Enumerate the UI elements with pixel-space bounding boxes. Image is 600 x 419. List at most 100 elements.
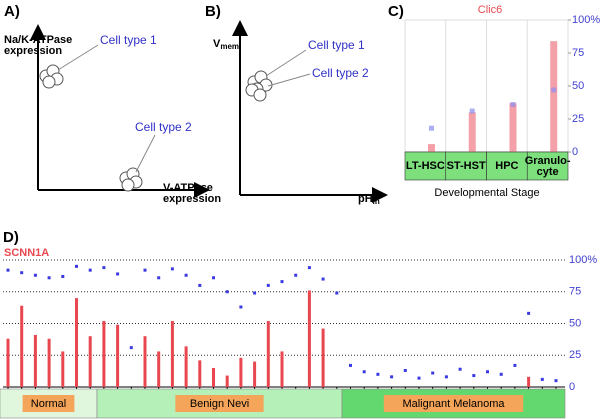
cell-blob xyxy=(39,64,143,192)
cell-label: Cell type 1 xyxy=(100,33,157,47)
x-label: Developmental Stage xyxy=(434,187,539,199)
marker xyxy=(510,101,516,107)
chart-title: Clic6 xyxy=(478,4,502,16)
y-label-base: V xyxy=(213,38,221,50)
marker xyxy=(212,276,215,280)
panel-label: A) xyxy=(4,3,20,20)
x-tick-label: LT-HSC xyxy=(406,160,445,172)
bar xyxy=(33,334,37,387)
y-label: Vmem xyxy=(213,38,239,51)
y-label: Na/K-ATPase expression xyxy=(4,34,72,57)
cell-blob xyxy=(245,70,273,102)
marker xyxy=(47,276,51,280)
marker xyxy=(61,275,65,279)
marker xyxy=(390,375,394,379)
bar xyxy=(157,351,161,387)
marker xyxy=(376,372,380,376)
marker xyxy=(321,277,325,281)
marker xyxy=(157,276,161,280)
bar xyxy=(550,41,558,153)
bar xyxy=(527,376,531,387)
marker xyxy=(116,272,120,276)
bar xyxy=(321,328,325,387)
marker xyxy=(294,273,298,277)
bar xyxy=(20,305,24,387)
chart-title: SCNN1A xyxy=(4,247,49,259)
marker xyxy=(513,363,517,367)
bar xyxy=(427,144,435,152)
y-tick-label: 50 xyxy=(572,80,584,92)
x-label-sub: in xyxy=(373,197,380,206)
marker xyxy=(551,87,557,93)
bar xyxy=(170,320,174,387)
marker xyxy=(129,346,133,350)
bar xyxy=(280,351,284,387)
marker xyxy=(417,376,421,380)
x-label-base: pH xyxy=(358,193,373,205)
marker xyxy=(335,291,339,295)
category-box xyxy=(526,151,569,181)
y-tick-label: 25 xyxy=(569,349,581,361)
y-label-sub: mem xyxy=(220,42,239,51)
marker xyxy=(170,267,174,271)
panel-label: D) xyxy=(3,229,19,246)
group-label: Normal xyxy=(31,398,66,410)
marker xyxy=(33,273,37,277)
marker xyxy=(499,372,503,376)
marker xyxy=(88,268,92,272)
pointer xyxy=(267,73,311,87)
x-tick-label: ST-HST xyxy=(447,160,486,172)
x-tick-label: Granulo-cyte xyxy=(525,155,571,178)
y-tick-label: 25 xyxy=(572,113,584,125)
marker xyxy=(554,379,558,383)
marker xyxy=(527,311,531,315)
group-label: Benign Nevi xyxy=(190,398,249,410)
y-tick-label: 0 xyxy=(572,146,578,158)
group-label-bg xyxy=(22,395,75,412)
cell-label: Cell type 2 xyxy=(135,120,192,134)
marker xyxy=(280,280,284,284)
marker xyxy=(198,283,202,287)
bar xyxy=(102,320,106,387)
panel-label: C) xyxy=(388,3,404,20)
bar xyxy=(225,375,229,387)
bar xyxy=(88,336,92,387)
cell-label: Cell type 1 xyxy=(308,38,365,52)
marker xyxy=(486,370,489,374)
cell-label: Cell type 2 xyxy=(312,66,369,80)
bar xyxy=(47,338,51,387)
marker xyxy=(472,374,476,378)
marker xyxy=(253,291,257,295)
bar xyxy=(184,346,188,387)
marker xyxy=(444,375,448,379)
marker xyxy=(458,367,462,371)
marker xyxy=(266,283,270,287)
bar xyxy=(75,298,78,387)
bar xyxy=(468,112,476,152)
group-box xyxy=(341,388,566,419)
marker xyxy=(469,108,475,114)
bar xyxy=(116,324,120,387)
marker xyxy=(102,266,106,270)
bar xyxy=(253,361,257,387)
marker xyxy=(20,271,24,275)
x-label: pHin xyxy=(358,193,380,206)
y-tick-label: 0 xyxy=(569,381,575,393)
bar xyxy=(307,290,311,387)
marker xyxy=(307,266,311,270)
group-label-bg xyxy=(175,395,264,412)
bar xyxy=(212,367,215,387)
x-tick-label: HPC xyxy=(495,160,518,172)
y-tick-label: 75 xyxy=(572,47,584,59)
group-label-bg xyxy=(383,395,524,412)
y-tick-label: 100% xyxy=(572,14,600,26)
bar xyxy=(266,320,270,387)
y-tick-label: 50 xyxy=(569,317,581,329)
bar xyxy=(239,357,243,387)
bar xyxy=(509,103,517,152)
bar xyxy=(6,338,10,387)
marker xyxy=(75,264,78,268)
marker xyxy=(431,371,435,375)
marker xyxy=(403,368,407,372)
